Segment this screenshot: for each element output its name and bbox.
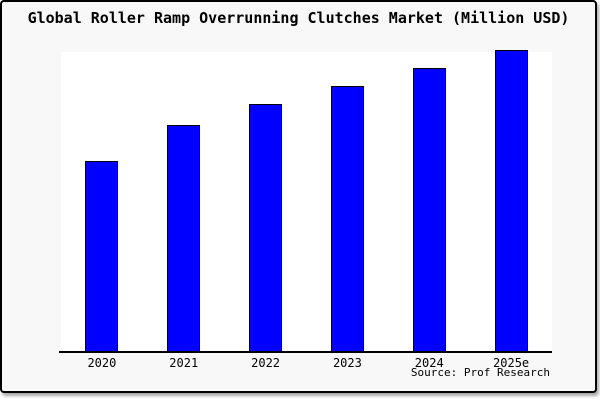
bar-2023 [330, 86, 364, 351]
x-tick-label-2020: 2020 [87, 356, 117, 370]
x-axis-line [59, 351, 552, 353]
bar-2024 [412, 68, 446, 351]
x-tick-label-2023: 2023 [332, 356, 362, 370]
x-tick-label-2021: 2021 [169, 356, 199, 370]
x-tick-label-2024: 2024 [414, 356, 444, 370]
x-tick-label-2022: 2022 [251, 356, 281, 370]
bar-2025e [494, 50, 528, 351]
bar-2020 [85, 161, 119, 351]
x-axis-ticks: 2020 2021 2022 2023 2024 2025e [61, 356, 552, 372]
bar-2022 [249, 104, 283, 351]
bar-2021 [167, 125, 201, 351]
x-tick-label-2025e: 2025e [493, 356, 530, 370]
source-label: Source: Prof Research [410, 366, 550, 379]
chart-title: Global Roller Ramp Overrunning Clutches … [27, 9, 570, 27]
plot-area [61, 50, 552, 351]
chart-frame: Global Roller Ramp Overrunning Clutches … [0, 0, 597, 393]
